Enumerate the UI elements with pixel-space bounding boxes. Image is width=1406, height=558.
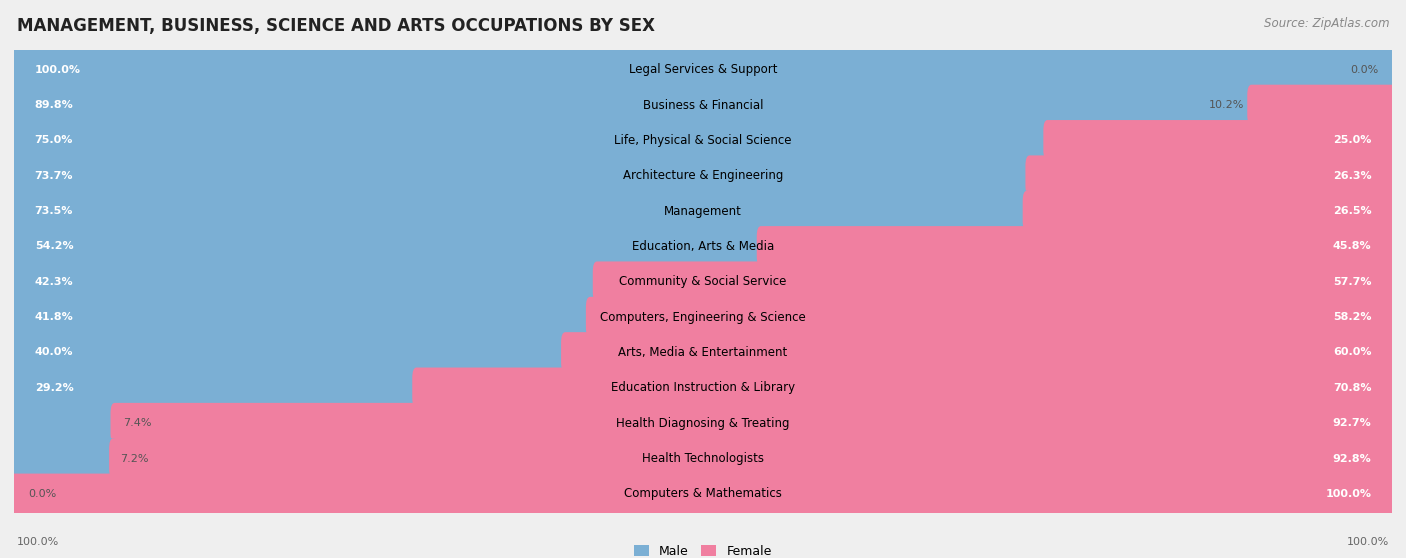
Text: 89.8%: 89.8% [35,100,73,110]
Text: 42.3%: 42.3% [35,277,73,287]
Text: 75.0%: 75.0% [35,136,73,146]
Text: 25.0%: 25.0% [1333,136,1371,146]
FancyBboxPatch shape [593,262,1396,302]
FancyBboxPatch shape [10,438,118,479]
FancyBboxPatch shape [14,160,1392,192]
Text: 0.0%: 0.0% [1350,65,1378,75]
FancyBboxPatch shape [1025,155,1396,196]
Text: Computers & Mathematics: Computers & Mathematics [624,488,782,501]
FancyBboxPatch shape [10,49,1396,90]
FancyBboxPatch shape [10,262,600,302]
Text: 40.0%: 40.0% [35,348,73,358]
FancyBboxPatch shape [10,120,1052,161]
FancyBboxPatch shape [14,442,1392,475]
FancyBboxPatch shape [586,297,1396,338]
Text: Architecture & Engineering: Architecture & Engineering [623,169,783,182]
FancyBboxPatch shape [14,372,1392,404]
Text: Community & Social Service: Community & Social Service [619,275,787,288]
FancyBboxPatch shape [10,155,1033,196]
Text: 45.8%: 45.8% [1333,242,1371,252]
FancyBboxPatch shape [14,336,1392,369]
Text: Arts, Media & Entertainment: Arts, Media & Entertainment [619,346,787,359]
FancyBboxPatch shape [14,266,1392,298]
Text: Education, Arts & Media: Education, Arts & Media [631,240,775,253]
FancyBboxPatch shape [111,403,1396,444]
FancyBboxPatch shape [14,301,1392,334]
Text: 60.0%: 60.0% [1333,348,1371,358]
Text: Management: Management [664,205,742,218]
Text: 100.0%: 100.0% [1347,537,1389,547]
Text: 92.7%: 92.7% [1333,418,1371,428]
FancyBboxPatch shape [10,332,569,373]
Legend: Male, Female: Male, Female [630,540,776,558]
FancyBboxPatch shape [412,368,1396,408]
Text: 7.2%: 7.2% [120,454,149,464]
Text: 100.0%: 100.0% [17,537,59,547]
Text: 100.0%: 100.0% [1326,489,1371,499]
Text: Health Technologists: Health Technologists [643,452,763,465]
Text: 54.2%: 54.2% [35,242,73,252]
FancyBboxPatch shape [14,230,1392,263]
Text: Computers, Engineering & Science: Computers, Engineering & Science [600,311,806,324]
FancyBboxPatch shape [14,407,1392,440]
FancyBboxPatch shape [10,474,1396,514]
FancyBboxPatch shape [1247,85,1396,126]
FancyBboxPatch shape [14,54,1392,86]
Text: 92.8%: 92.8% [1333,454,1371,464]
Text: Legal Services & Support: Legal Services & Support [628,63,778,76]
Text: Education Instruction & Library: Education Instruction & Library [612,381,794,395]
FancyBboxPatch shape [14,195,1392,227]
FancyBboxPatch shape [10,191,1031,232]
Text: 26.3%: 26.3% [1333,171,1371,181]
Text: MANAGEMENT, BUSINESS, SCIENCE AND ARTS OCCUPATIONS BY SEX: MANAGEMENT, BUSINESS, SCIENCE AND ARTS O… [17,17,655,35]
FancyBboxPatch shape [756,226,1396,267]
Text: 0.0%: 0.0% [28,489,56,499]
Text: 29.2%: 29.2% [35,383,73,393]
Text: 73.5%: 73.5% [35,206,73,216]
Text: 7.4%: 7.4% [122,418,152,428]
FancyBboxPatch shape [1022,191,1396,232]
FancyBboxPatch shape [10,403,120,444]
Text: 70.8%: 70.8% [1333,383,1371,393]
Text: 10.2%: 10.2% [1209,100,1244,110]
Text: Source: ZipAtlas.com: Source: ZipAtlas.com [1264,17,1389,30]
Text: Health Diagnosing & Treating: Health Diagnosing & Treating [616,417,790,430]
FancyBboxPatch shape [10,368,420,408]
Text: 73.7%: 73.7% [35,171,73,181]
Text: 41.8%: 41.8% [35,312,73,322]
Text: Life, Physical & Social Science: Life, Physical & Social Science [614,134,792,147]
FancyBboxPatch shape [561,332,1396,373]
FancyBboxPatch shape [14,478,1392,510]
Text: 57.7%: 57.7% [1333,277,1371,287]
Text: Business & Financial: Business & Financial [643,99,763,112]
Text: 58.2%: 58.2% [1333,312,1371,322]
FancyBboxPatch shape [14,124,1392,157]
FancyBboxPatch shape [10,85,1256,126]
Text: 100.0%: 100.0% [35,65,80,75]
FancyBboxPatch shape [110,438,1396,479]
Text: 26.5%: 26.5% [1333,206,1371,216]
FancyBboxPatch shape [10,226,765,267]
FancyBboxPatch shape [10,297,595,338]
FancyBboxPatch shape [1043,120,1396,161]
FancyBboxPatch shape [14,89,1392,121]
